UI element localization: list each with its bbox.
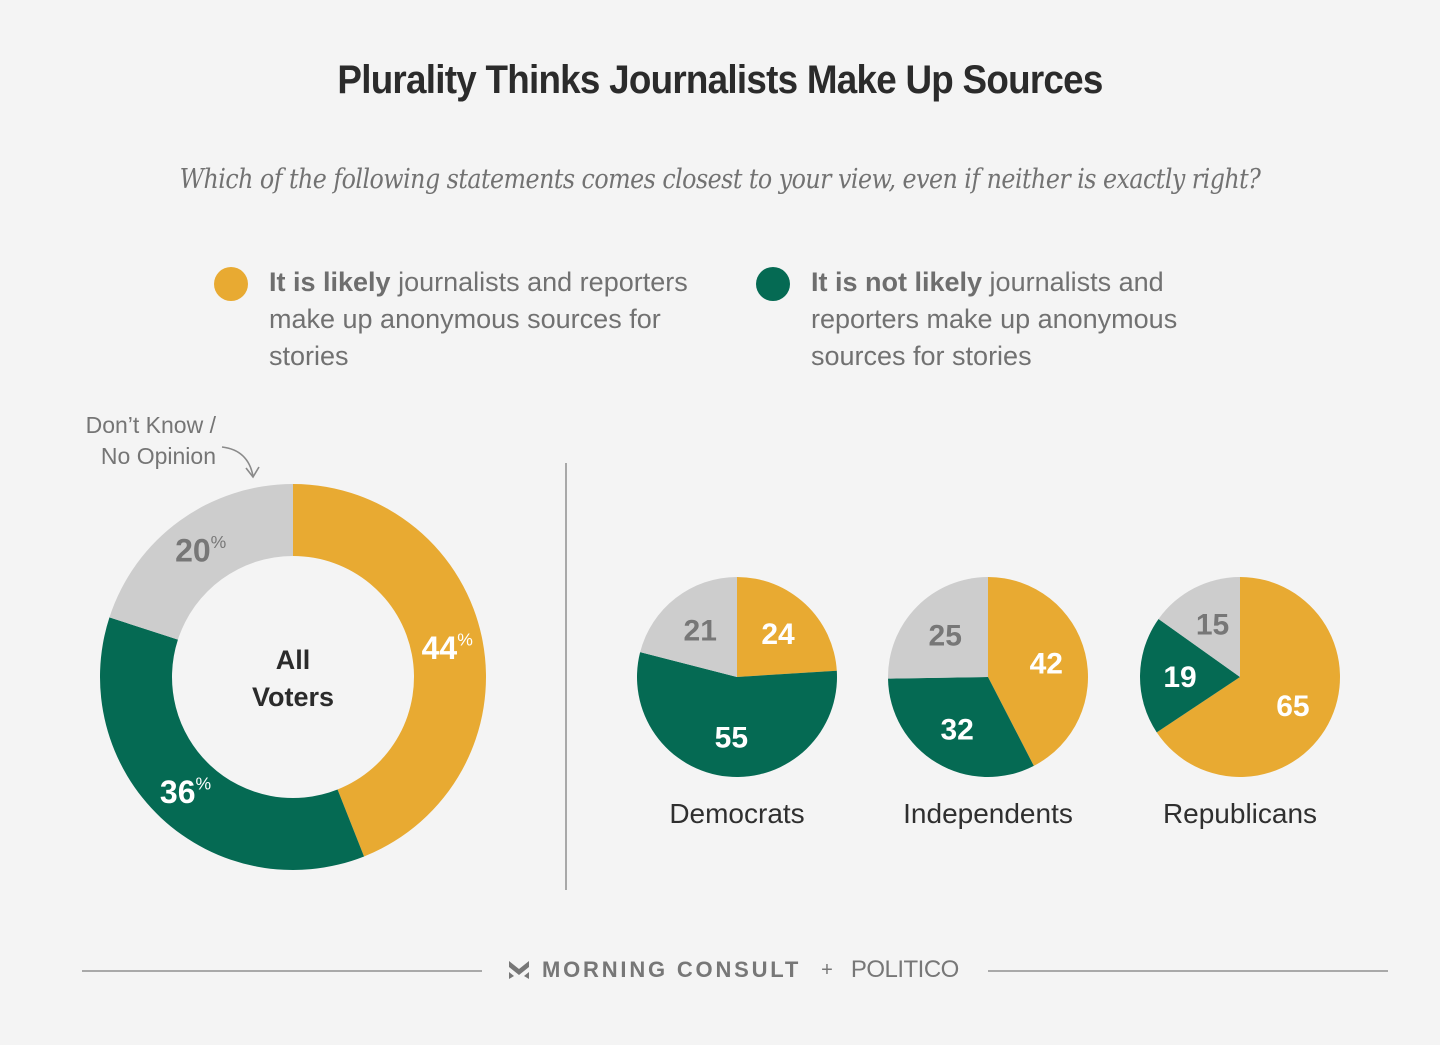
dont-know-annotation: Don’t Know / No Opinion (66, 410, 216, 472)
data-label-not-likely: 19 (1163, 661, 1196, 694)
data-label-dont-know: 21 (684, 614, 717, 647)
group-label-democrats: Democrats (669, 798, 805, 829)
chart-title: Plurality Thinks Journalists Make Up Sou… (337, 58, 1103, 102)
data-label-not-likely: 55 (715, 722, 748, 755)
data-label-not-likely: 36% (160, 774, 212, 810)
pie-slice-not-likely (888, 677, 1034, 777)
legend-rest: journalists and reporters make up anonym… (269, 267, 688, 371)
annotation-line2: No Opinion (100, 443, 216, 469)
group-label-republicans: Republicans (1162, 798, 1318, 829)
pie-slice-not-likely (100, 617, 365, 870)
chart-subtitle: Which of the following statements comes … (179, 164, 1261, 195)
pie-slice-not-likely (1140, 618, 1240, 733)
data-label-dont-know: 20% (175, 532, 227, 568)
data-label-likely: 24 (761, 618, 795, 651)
pie-slice-dont-know (888, 577, 988, 679)
data-label-likely: 42 (1030, 648, 1063, 681)
pie-slice-dont-know (640, 576, 737, 677)
curved-arrow-icon (221, 446, 260, 479)
morning-consult-brand: MORNING CONSULT (542, 957, 802, 982)
legend-rest: journalists and reporters make up anonym… (811, 267, 1178, 371)
legend-bold: It is likely (269, 267, 391, 297)
morning-consult-logo-icon (509, 961, 529, 979)
donut-center-label: Voters (252, 682, 334, 712)
pie-slice-dont-know (1158, 577, 1240, 677)
legend-text-likely: It is likely journalists and reporters m… (269, 264, 699, 375)
legend-swatch-not-likely (756, 267, 790, 301)
annotation-line1: Don’t Know / (85, 412, 216, 438)
legend-bold: It is not likely (811, 267, 983, 297)
donut-center-label: All (276, 645, 311, 675)
footer-plus: + (821, 958, 833, 981)
pie-slice-likely (988, 577, 1088, 766)
section-divider (565, 463, 567, 890)
legend-item-likely: It is likely journalists and reporters m… (214, 264, 699, 375)
legend-swatch-likely (214, 267, 248, 301)
pie-slice-likely (737, 577, 837, 677)
data-label-likely: 65 (1276, 690, 1309, 723)
pie-slice-likely (1156, 577, 1340, 777)
pie-slice-not-likely (637, 652, 837, 777)
footer-rule-right (988, 970, 1388, 972)
pie-slice-dont-know (109, 484, 293, 640)
legend-text-not-likely: It is not likely journalists and reporte… (811, 264, 1241, 375)
footer-rule-left (82, 970, 482, 972)
politico-brand: POLITICO (850, 956, 960, 983)
data-label-not-likely: 32 (940, 713, 973, 746)
legend-item-not-likely: It is not likely journalists and reporte… (756, 264, 1241, 375)
data-label-dont-know: 25 (929, 620, 962, 653)
data-label-dont-know: 15 (1196, 608, 1229, 641)
footer-branding: MORNING CONSULT + POLITICO (508, 956, 959, 984)
pie-slice-likely (293, 484, 486, 857)
group-label-independents: Independents (903, 798, 1073, 829)
